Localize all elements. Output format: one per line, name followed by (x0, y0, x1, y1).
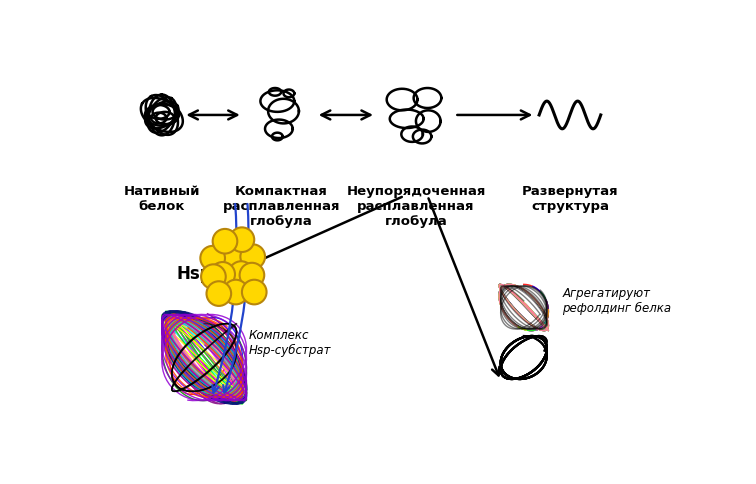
Circle shape (240, 245, 265, 270)
Circle shape (201, 265, 226, 289)
Text: Неупорядоченная
расплавленная
глобула: Неупорядоченная расплавленная глобула (346, 185, 485, 228)
Circle shape (200, 246, 225, 271)
Circle shape (230, 228, 254, 253)
Text: Нативный
белок: Нативный белок (123, 185, 200, 213)
Text: Комплекс
Hsp-субстрат: Комплекс Hsp-субстрат (249, 328, 331, 356)
Text: Hsp: Hsp (176, 264, 212, 282)
Circle shape (210, 262, 235, 287)
Text: Компактная
расплавленная
глобула: Компактная расплавленная глобула (222, 185, 340, 228)
Text: Агрегатируют
рефолдинг белка: Агрегатируют рефолдинг белка (562, 286, 671, 314)
Circle shape (229, 262, 253, 287)
Circle shape (224, 280, 248, 305)
Circle shape (240, 263, 265, 288)
Circle shape (218, 242, 243, 266)
Circle shape (242, 280, 267, 305)
Text: Развернутая
структура: Развернутая структура (522, 185, 618, 213)
Circle shape (212, 229, 237, 254)
Circle shape (206, 282, 231, 306)
